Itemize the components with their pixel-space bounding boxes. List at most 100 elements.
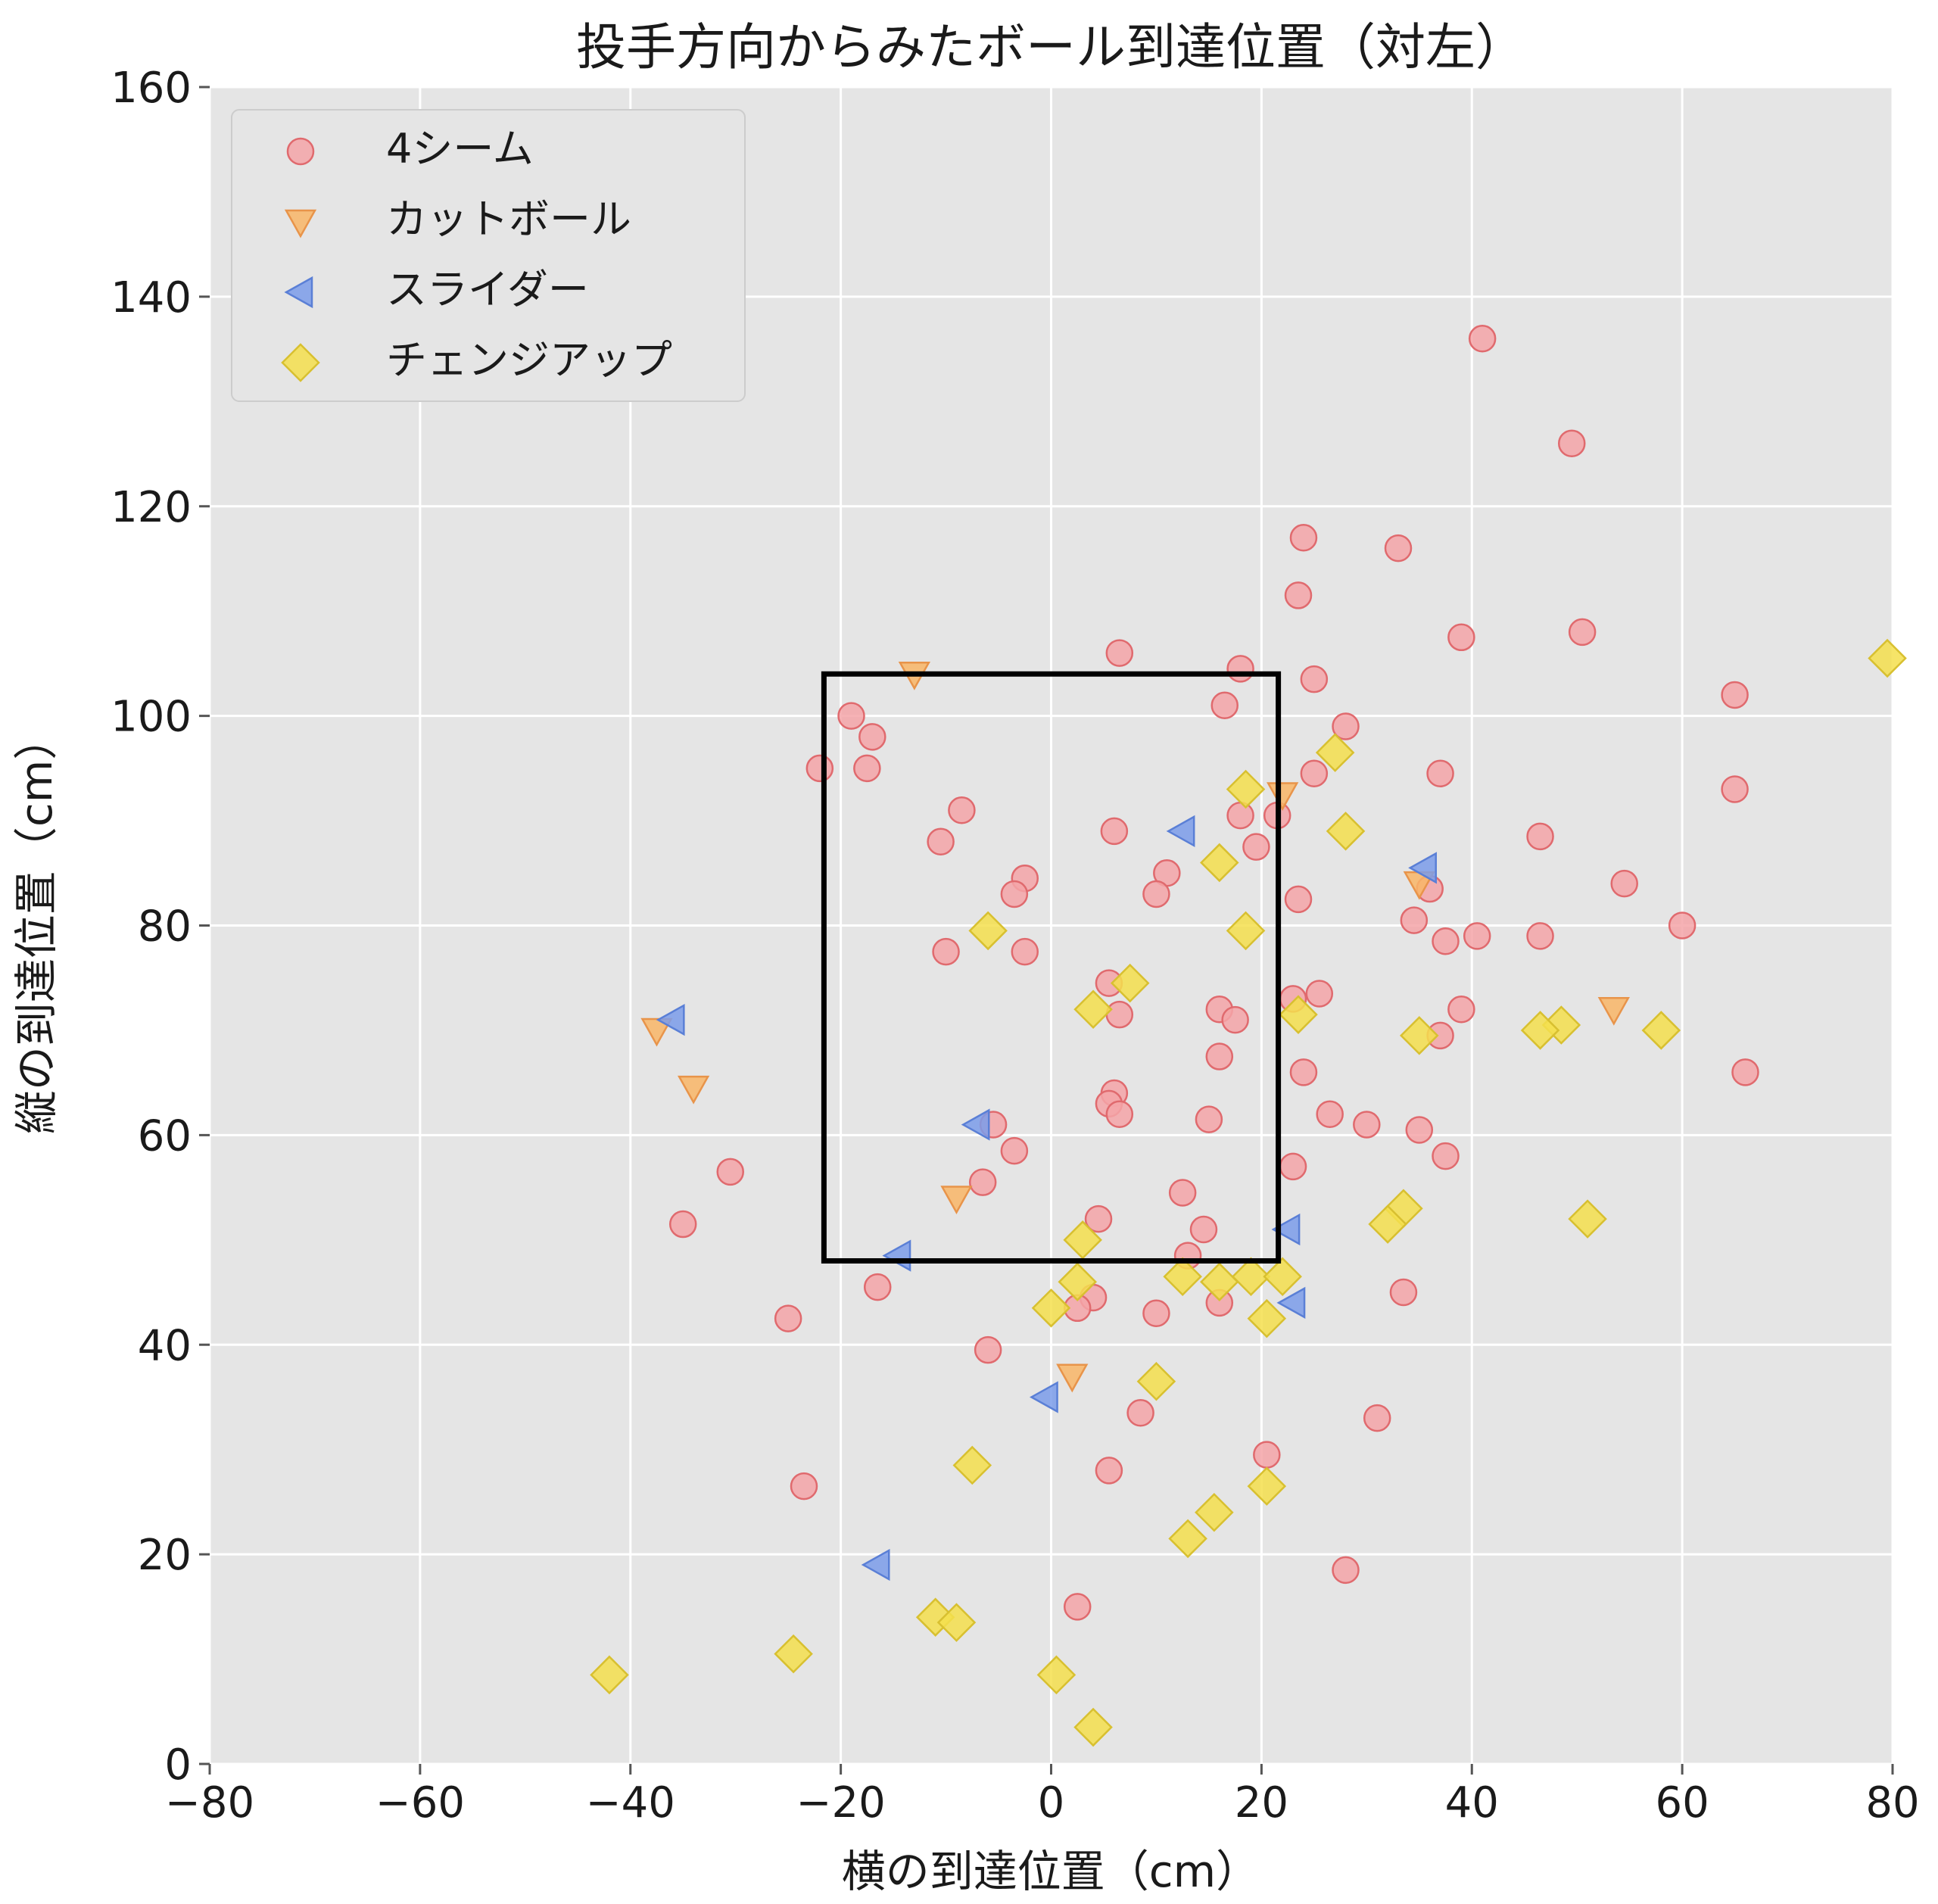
data-point-series-0 (1205, 1042, 1234, 1070)
data-point-series-1 (640, 1017, 673, 1047)
data-point-series-3 (1226, 911, 1266, 951)
x-tick-label: −60 (375, 1778, 465, 1828)
legend-marker-symbol (284, 209, 317, 238)
data-point-series-3 (1520, 1011, 1560, 1050)
data-point-series-0 (1332, 1556, 1360, 1585)
data-point-series-0 (1000, 1136, 1029, 1165)
data-point-series-0 (1426, 759, 1454, 788)
data-point-series-0 (927, 827, 955, 855)
legend-marker-cutball (284, 209, 317, 238)
data-point-series-0 (1405, 1116, 1434, 1144)
data-point-series-3 (952, 1445, 992, 1485)
data-point-series-0 (968, 1168, 997, 1196)
data-point-series-3 (1163, 1257, 1202, 1297)
y-tick-label: 0 (164, 1740, 192, 1790)
data-point-series-3 (1168, 1519, 1207, 1559)
data-point-series-0 (837, 702, 865, 730)
data-point-series-0 (1389, 1278, 1418, 1307)
data-point-series-0 (1568, 618, 1597, 647)
data-point-series-1 (677, 1075, 710, 1105)
data-point-series-3 (1247, 1466, 1287, 1506)
data-point-series-3 (1136, 1361, 1176, 1401)
chart-title: 投手方向からみたボール到達位置（対左） (576, 18, 1525, 76)
data-point-series-0 (858, 723, 886, 751)
data-point-series-0 (1305, 980, 1334, 1008)
data-point-series-0 (1289, 524, 1318, 552)
data-point-series-0 (716, 1158, 744, 1186)
data-point-series-0 (1447, 623, 1475, 652)
data-point-series-0 (864, 1273, 892, 1301)
data-point-series-0 (1610, 869, 1638, 898)
data-point-series-0 (1279, 1152, 1307, 1181)
data-point-series-0 (853, 754, 881, 783)
data-point-series-0 (1253, 1441, 1281, 1469)
data-point-series-0 (1668, 911, 1697, 940)
data-point-series-2 (1408, 852, 1437, 884)
data-point-series-2 (861, 1548, 890, 1581)
data-point-series-3 (1031, 1289, 1071, 1328)
data-point-series-0 (1168, 1179, 1197, 1207)
x-tick-label: 80 (1865, 1778, 1919, 1828)
data-point-series-0 (1226, 801, 1254, 830)
data-point-series-0 (1731, 1058, 1759, 1086)
data-point-series-2 (656, 1003, 685, 1036)
data-point-series-3 (1063, 1220, 1102, 1260)
data-point-series-0 (1000, 880, 1029, 908)
data-point-series-0 (1242, 833, 1270, 861)
data-points (590, 325, 1907, 1747)
x-tick-label: −20 (796, 1778, 886, 1828)
data-point-series-0 (790, 1472, 818, 1500)
data-point-series-2 (1029, 1381, 1058, 1413)
data-point-series-0 (1289, 1058, 1318, 1086)
legend-label-cutball: カットボール (386, 195, 631, 243)
strike-zone (821, 671, 1282, 1264)
axes: −80 −60 −40 −20 0 20 40 60 80 0 20 40 60 80 100 120 140 1… (111, 64, 1920, 1828)
data-point-series-3 (1200, 1262, 1239, 1301)
data-point-series-0 (1284, 581, 1313, 609)
data-point-series-0 (1195, 1105, 1223, 1133)
data-point-series-0 (1447, 996, 1475, 1024)
legend-label-changeup: チェンジアップ (386, 336, 672, 384)
x-tick-label: 40 (1445, 1778, 1499, 1828)
data-point-series-0 (1105, 1100, 1134, 1128)
data-point-series-0 (1432, 1142, 1460, 1170)
legend-box (231, 109, 746, 402)
data-point-series-0 (805, 754, 834, 783)
data-point-series-0 (668, 1210, 697, 1239)
y-tick-label: 100 (111, 693, 192, 742)
y-axis-label: 縦の到達位置（cm） (11, 716, 62, 1134)
data-point-series-2 (1271, 1213, 1301, 1246)
data-point-series-0 (1189, 1215, 1218, 1244)
data-point-series-3 (1231, 1257, 1271, 1297)
data-point-series-0 (1105, 1000, 1134, 1029)
legend-marker-4seam (286, 137, 315, 166)
data-point-series-0 (774, 1304, 802, 1332)
data-point-series-0 (1316, 1100, 1344, 1128)
data-point-series-0 (1100, 817, 1129, 846)
data-point-series-0 (1300, 759, 1329, 788)
data-point-series-3 (1368, 1204, 1407, 1244)
data-point-series-3 (1326, 812, 1366, 851)
data-point-series-0 (1226, 655, 1254, 683)
data-point-series-3 (1195, 1492, 1234, 1532)
data-point-series-0 (1084, 1204, 1113, 1233)
legend-marker-symbol (281, 343, 320, 382)
y-tick-label: 160 (111, 64, 192, 113)
data-point-series-0 (1300, 665, 1329, 693)
legend-marker-symbol (284, 276, 313, 309)
data-point-series-0 (1721, 775, 1749, 803)
data-point-series-3 (774, 1634, 813, 1674)
data-point-series-3 (1641, 1011, 1681, 1050)
data-point-series-0 (1126, 1398, 1154, 1427)
data-point-series-3 (936, 1603, 977, 1642)
data-point-series-3 (1200, 843, 1239, 883)
data-point-series-3 (1568, 1199, 1607, 1239)
data-point-series-3 (1110, 963, 1150, 1003)
x-tick-label: −40 (586, 1778, 675, 1828)
data-point-series-0 (974, 1335, 1002, 1364)
y-tick-label: 60 (138, 1111, 192, 1161)
y-tick-label: 20 (138, 1531, 192, 1580)
legend-marker-slider (284, 276, 313, 309)
legend-marker-symbol (286, 137, 315, 166)
legend: 4シーム カットボール スライダー チェンジアップ (231, 109, 746, 402)
